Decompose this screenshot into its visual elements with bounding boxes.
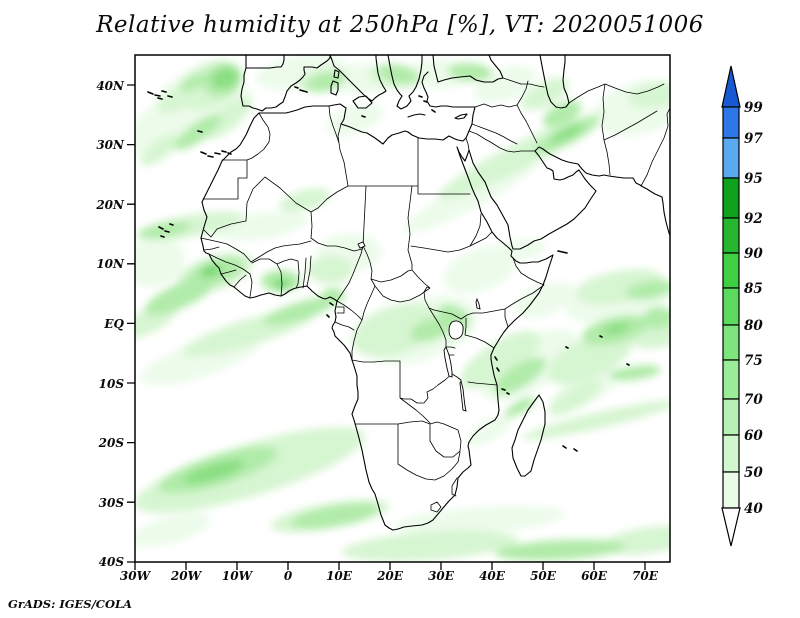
y-tick-label: 40N bbox=[96, 79, 125, 93]
italy-coastline bbox=[329, 55, 387, 102]
colorbar-label: 80 bbox=[744, 318, 763, 334]
middle-east-borders bbox=[465, 77, 670, 187]
coastlines bbox=[200, 55, 670, 531]
humidity-shading bbox=[135, 55, 670, 562]
arabia-india-coastline bbox=[468, 146, 670, 250]
greece-coastline bbox=[396, 55, 423, 110]
caspian-sea-coastline bbox=[539, 55, 570, 109]
africa-coastline bbox=[200, 103, 554, 531]
y-tick-label: EQ bbox=[103, 317, 124, 331]
grads-credit: GrADS: IGES/COLA bbox=[8, 597, 132, 611]
axis-ticks bbox=[127, 84, 646, 570]
colorbar-label: 60 bbox=[744, 428, 763, 444]
x-axis-tick-marks bbox=[134, 562, 646, 570]
y-tick-label: 30S bbox=[99, 496, 125, 510]
sicily-coastline bbox=[352, 95, 373, 109]
y-tick-label: 10N bbox=[96, 257, 125, 271]
colorbar-cell bbox=[722, 471, 740, 509]
lakes bbox=[357, 241, 481, 412]
colorbar-arrow-bottom bbox=[721, 507, 741, 547]
x-axis-labels: 30W 20W 10W 0 10E 20E 30E 40E 50E 60E 70… bbox=[120, 569, 659, 583]
colorbar-label: 40 bbox=[744, 501, 763, 517]
colorbar-cell bbox=[722, 324, 740, 361]
crete-coastline bbox=[407, 113, 426, 118]
colorbar: 99 97 95 92 90 85 80 75 70 60 50 40 bbox=[721, 65, 763, 547]
x-tick-label: 20W bbox=[170, 569, 203, 583]
cyprus-coastline bbox=[454, 113, 468, 120]
colorbar-label: 50 bbox=[744, 465, 763, 481]
sardinia-coastline bbox=[330, 80, 339, 96]
map-frame bbox=[134, 54, 671, 563]
x-tick-label: 10E bbox=[326, 569, 353, 583]
colorbar-cell bbox=[722, 287, 740, 326]
x-tick-label: 30W bbox=[120, 569, 152, 583]
islands bbox=[147, 86, 630, 452]
colorbar-cell bbox=[722, 434, 740, 473]
x-tick-label: 10W bbox=[222, 569, 254, 583]
x-tick-label: 20E bbox=[376, 569, 404, 583]
colorbar-label: 95 bbox=[744, 171, 763, 187]
colorbar-arrow-top bbox=[721, 65, 741, 108]
y-tick-label: 20S bbox=[98, 436, 125, 450]
colorbar-cell bbox=[722, 217, 740, 254]
colorbar-label: 85 bbox=[744, 281, 763, 297]
y-tick-label: 40S bbox=[99, 555, 125, 569]
y-tick-label: 30N bbox=[96, 138, 125, 152]
colorbar-cell bbox=[722, 398, 740, 436]
colorbar-label: 70 bbox=[744, 392, 763, 408]
iberia-coastline bbox=[240, 55, 331, 112]
island-marks bbox=[147, 86, 630, 452]
africa-borders bbox=[200, 105, 545, 513]
x-tick-label: 0 bbox=[284, 569, 293, 583]
balkan-coastline bbox=[387, 55, 403, 97]
y-axis-tick-marks bbox=[127, 84, 135, 563]
x-tick-label: 60E bbox=[581, 569, 608, 583]
country-borders bbox=[200, 77, 670, 513]
colorbar-label: 92 bbox=[744, 211, 763, 227]
colorbar-label: 99 bbox=[744, 100, 763, 116]
colorbar-label: 75 bbox=[744, 353, 763, 369]
y-tick-label: 20N bbox=[95, 198, 125, 212]
y-axis-labels: 40N 30N 20N 10N EQ 10S 20S 30S 40S bbox=[95, 79, 125, 569]
x-tick-label: 30E bbox=[428, 569, 455, 583]
madagascar-coastline bbox=[511, 394, 546, 477]
colorbar-label: 97 bbox=[744, 131, 763, 147]
x-tick-label: 70E bbox=[632, 569, 659, 583]
turkey-coastline bbox=[421, 71, 476, 108]
x-tick-label: 50E bbox=[530, 569, 557, 583]
colorbar-labels: 99 97 95 92 90 85 80 75 70 60 50 40 bbox=[744, 100, 763, 517]
black-sea-coastline bbox=[432, 55, 504, 83]
colorbar-label: 90 bbox=[744, 246, 763, 262]
lake-outlines bbox=[357, 241, 481, 412]
colorbar-cell bbox=[722, 359, 740, 400]
colorbar-cell bbox=[722, 137, 740, 179]
colorbar-cell bbox=[722, 252, 740, 289]
corsica-coastline bbox=[333, 69, 340, 79]
colorbar-cell bbox=[722, 177, 740, 219]
plot-title: Relative humidity at 250hPa [%], VT: 202… bbox=[96, 12, 704, 38]
x-tick-label: 40E bbox=[479, 569, 506, 583]
y-tick-label: 10S bbox=[99, 377, 125, 391]
colorbar-cell bbox=[722, 106, 740, 139]
